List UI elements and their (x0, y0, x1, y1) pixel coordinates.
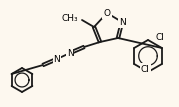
Text: N: N (119, 18, 125, 27)
Text: N: N (67, 48, 73, 57)
Text: CH₃: CH₃ (61, 13, 78, 22)
Text: O: O (103, 8, 110, 18)
Text: Cl: Cl (141, 65, 150, 74)
Text: N: N (54, 54, 60, 63)
Text: Cl: Cl (156, 33, 165, 42)
